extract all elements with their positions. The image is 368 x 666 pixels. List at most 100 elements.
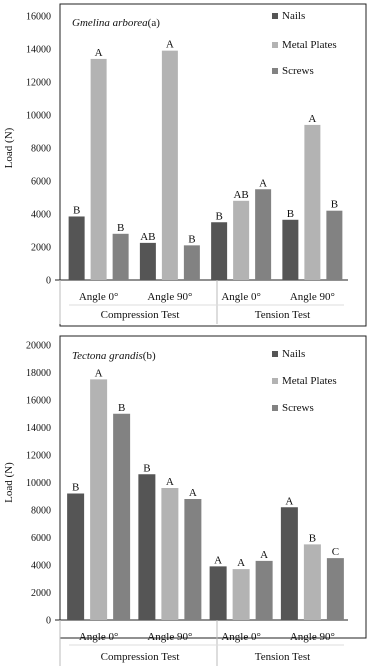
y-tick-label: 16000 [26, 12, 51, 23]
bar [282, 219, 299, 280]
legend-label: Metal Plates [282, 39, 337, 51]
x-tick-label: Angle 90° [290, 291, 335, 303]
bar [255, 189, 272, 280]
y-tick-label: 18000 [26, 368, 51, 379]
bar [90, 379, 108, 620]
legend-swatch [272, 42, 278, 48]
legend-swatch [272, 378, 278, 384]
x-tick-label: Angle 0° [79, 631, 119, 643]
y-tick-label: 20000 [26, 341, 51, 352]
legend-label: Metal Plates [282, 375, 337, 387]
bar [183, 245, 200, 280]
bar [161, 50, 178, 281]
bar [326, 210, 343, 280]
y-tick-label: 8000 [31, 506, 51, 517]
y-axis-title: Load (N) [3, 462, 15, 503]
bar [303, 544, 321, 620]
y-tick-label: 0 [46, 616, 51, 627]
legend-label: Screws [282, 402, 314, 414]
bar [67, 493, 85, 620]
significance-letter: C [332, 546, 339, 558]
legend-label: Screws [282, 65, 314, 77]
y-tick-label: 4000 [31, 561, 51, 572]
chart-panel-a: 0 2000 4000 6000 8000 10000 12000 14000 16000 Loa… [3, 3, 367, 327]
x-tick-label: Angle 90° [290, 631, 335, 643]
y-tick-label: 14000 [26, 423, 51, 434]
legend-label: Nails [282, 10, 305, 22]
x-tick-label: Angle 0° [221, 291, 261, 303]
significance-letter: A [189, 487, 197, 499]
bar [280, 507, 298, 620]
significance-letter: A [95, 367, 103, 379]
bar [113, 413, 131, 620]
bar [233, 200, 250, 280]
bar [90, 58, 107, 281]
y-tick-label: 2000 [31, 243, 51, 254]
significance-letter: A [308, 113, 316, 125]
panel-title-suffix: (a) [148, 17, 161, 29]
significance-letter: B [287, 208, 294, 220]
y-axis-title: Load (N) [3, 127, 15, 168]
bar [112, 233, 129, 280]
y-tick-label: 2000 [31, 588, 51, 599]
y-tick-label: 14000 [26, 45, 51, 56]
significance-letter: AB [233, 189, 248, 201]
significance-letter: B [143, 462, 150, 474]
y-tick-label: 6000 [31, 177, 51, 188]
bar [68, 216, 85, 280]
significance-letter: A [214, 554, 222, 566]
significance-letter: A [259, 177, 267, 189]
x-group-label: Tension Test [255, 651, 310, 663]
y-tick-label: 12000 [26, 78, 51, 89]
significance-letter: A [95, 47, 103, 59]
significance-letter: B [215, 210, 222, 222]
bar [184, 499, 202, 620]
bar [211, 222, 228, 280]
bar [138, 474, 156, 620]
x-tick-label: Angle 0° [79, 291, 119, 303]
significance-letter: B [309, 532, 316, 544]
x-tick-label: Angle 90° [147, 291, 192, 303]
panel-title-suffix: (b) [143, 350, 156, 362]
legend-swatch [272, 351, 278, 357]
chart-panel-b: 0 2000 4000 6000 8000 10000 12000 14000 16000 180… [3, 335, 367, 666]
significance-letter: A [166, 476, 174, 488]
bar [139, 242, 156, 280]
y-tick-label: 10000 [26, 111, 51, 122]
legend-swatch [272, 13, 278, 19]
significance-letter: A [237, 557, 245, 569]
panel-title-species: Tectona grandis [72, 350, 143, 362]
y-tick-label: 12000 [26, 451, 51, 462]
bar [255, 560, 273, 620]
y-tick-label: 8000 [31, 144, 51, 155]
y-tick-label: 16000 [26, 396, 51, 407]
y-tick-label: 6000 [31, 533, 51, 544]
y-tick-label: 4000 [31, 210, 51, 221]
y-tick-label: 10000 [26, 478, 51, 489]
significance-letter: AB [140, 231, 155, 243]
x-tick-label: Angle 90° [147, 631, 192, 643]
significance-letter: B [331, 199, 338, 211]
legend-label: Nails [282, 348, 305, 360]
bar [161, 488, 179, 620]
legend-swatch [272, 405, 278, 411]
significance-letter: A [166, 39, 174, 51]
bar [232, 569, 250, 620]
legend-swatch [272, 68, 278, 74]
significance-letter: B [73, 204, 80, 216]
x-group-label: Tension Test [255, 309, 310, 321]
plot-frame [59, 3, 367, 327]
significance-letter: B [188, 233, 195, 245]
panel-title: Gmelina arborea(a) [72, 17, 160, 29]
panel-title-species: Gmelina arborea [72, 17, 148, 29]
bar [326, 558, 344, 620]
panel-title: Tectona grandis(b) [72, 350, 156, 362]
significance-letter: A [260, 549, 268, 561]
y-tick-label: 0 [46, 276, 51, 287]
bar [209, 566, 227, 620]
bar [304, 124, 321, 281]
significance-letter: B [118, 402, 125, 414]
x-tick-label: Angle 0° [221, 631, 261, 643]
x-group-label: Compression Test [101, 651, 180, 663]
